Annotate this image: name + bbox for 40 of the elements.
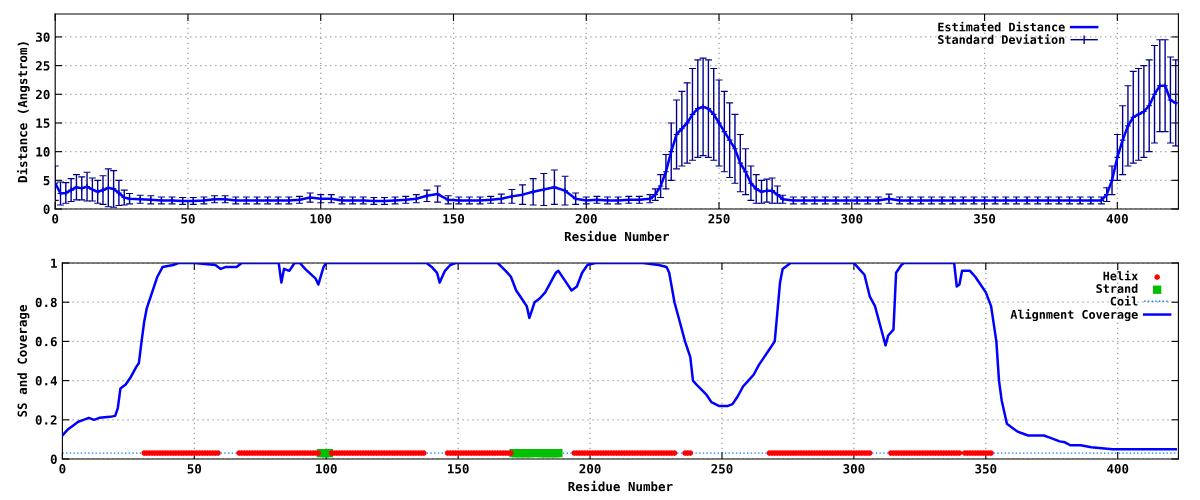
x-tick-label: 400 [1106, 214, 1128, 224]
legend-label: Strand [1096, 283, 1138, 294]
y-tick-label: 10 [36, 147, 50, 157]
x-tick-label: 300 [841, 214, 863, 224]
y-tick-label: 1 [51, 258, 57, 268]
x-tick-label: 150 [448, 464, 469, 474]
x-tick-label: 150 [443, 214, 465, 224]
y-tick-label: 0.2 [35, 415, 57, 425]
y-tick-label: 0 [50, 454, 57, 464]
x-tick-label: 200 [575, 214, 597, 224]
x-tick-label: 50 [187, 464, 202, 474]
y-tick-label: 0.6 [35, 336, 57, 347]
y-tick-label: 20 [35, 89, 50, 100]
x-tick-label: 350 [975, 464, 997, 474]
x-tick-label: 250 [711, 464, 733, 474]
x-tick-label: 100 [316, 464, 337, 474]
y-tick-label: 15 [36, 118, 50, 128]
x-axis-title: Residue Number [568, 480, 673, 492]
y-tick-label: 0.8 [35, 297, 57, 308]
x-tick-label: 350 [974, 214, 996, 224]
legend-label: Estimated Distance [938, 21, 1065, 32]
y-tick-label: 30 [36, 32, 50, 42]
y-axis-title: SS and Coverage [17, 305, 30, 417]
legend-label: Helix [1103, 270, 1138, 281]
x-tick-label: 250 [708, 214, 730, 224]
x-tick-label: 400 [1107, 464, 1129, 474]
legend-label: Alignment Coverage [1010, 309, 1138, 322]
x-tick-label: 300 [843, 464, 865, 474]
x-tick-label: 50 [181, 214, 195, 224]
y-tick-label: 0.4 [35, 376, 57, 386]
y-tick-label: 0 [43, 204, 50, 214]
x-tick-label: 100 [310, 214, 332, 224]
x-tick-label: 200 [579, 464, 601, 474]
y-tick-label: 25 [35, 61, 50, 71]
x-tick-label: 0 [59, 464, 66, 474]
legend-label: Coil [1110, 295, 1138, 306]
y-tick-label: 5 [43, 175, 50, 186]
y-axis-title: Distance (Angstrom) [16, 42, 30, 183]
x-axis-title: Residue Number [564, 230, 669, 242]
legend-label: Standard Deviation [938, 34, 1065, 45]
